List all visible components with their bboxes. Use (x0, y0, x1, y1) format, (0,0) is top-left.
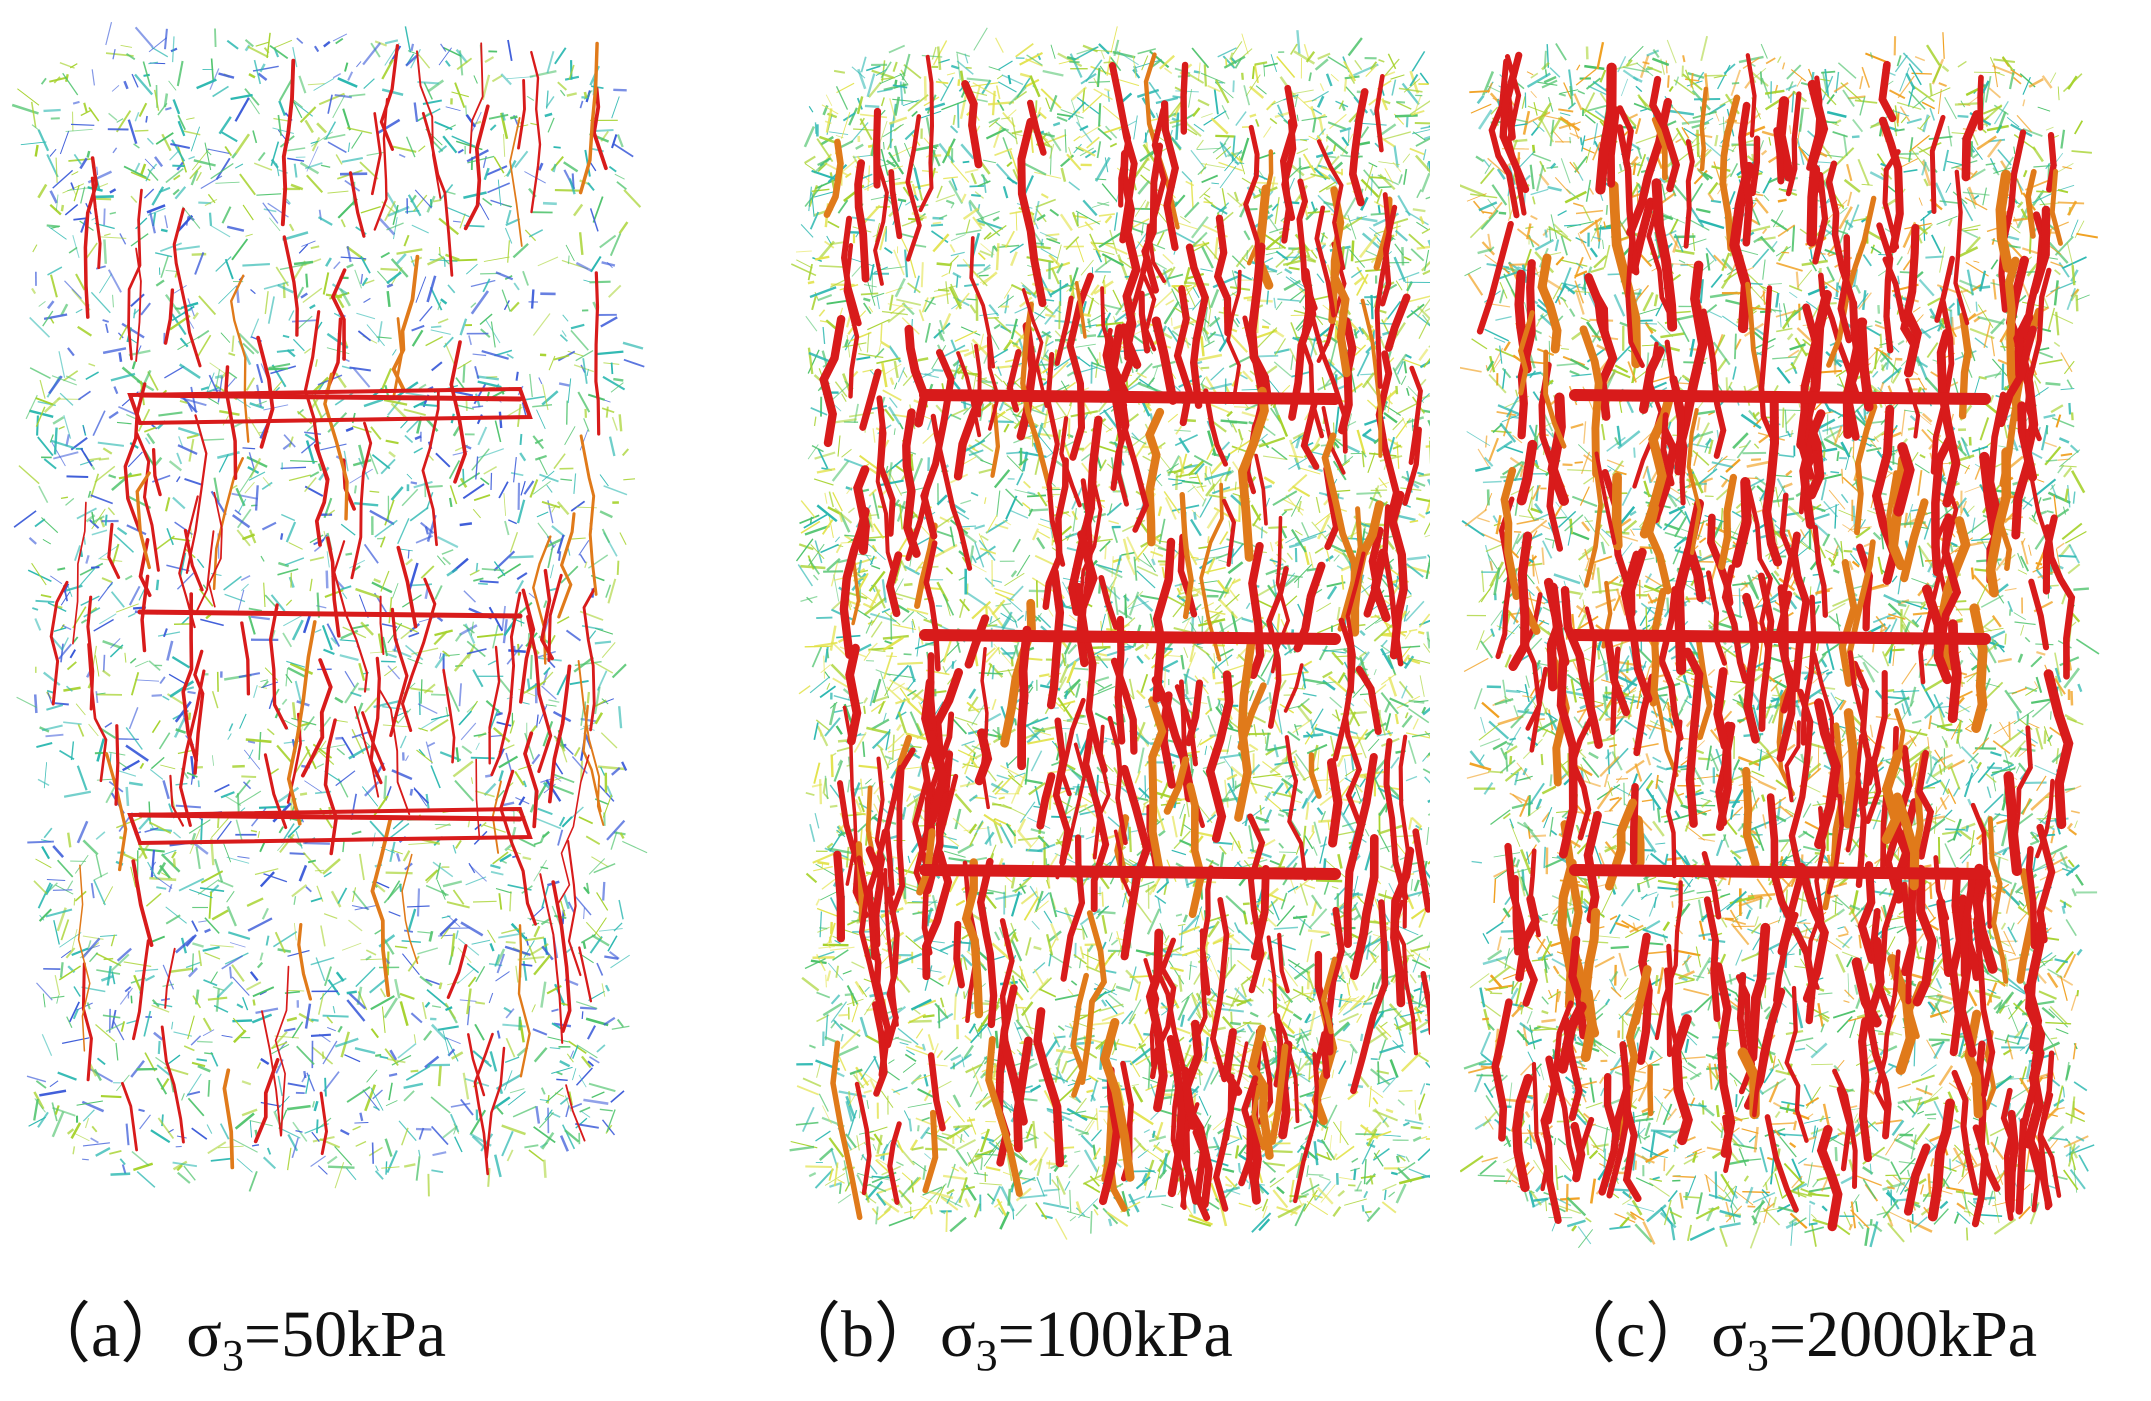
panel-b-force-network-image (730, 0, 1430, 1260)
panel-b-sigma: σ (940, 1298, 976, 1371)
panel-a-label: （a） (25, 1298, 186, 1371)
panel-b-sigma-subscript: 3 (976, 1331, 998, 1380)
panel-b-label: （b） (775, 1298, 940, 1371)
panel-c-condition: =2000kPa (1769, 1298, 2037, 1371)
panel-c-caption: （c）σ3=2000kPa (1550, 1290, 2037, 1380)
panel-a-force-network-image (0, 0, 700, 1260)
panel-c-force-network-image (1460, 0, 2150, 1260)
panel-a-sigma-subscript: 3 (222, 1331, 244, 1380)
panel-c-label: （c） (1550, 1298, 1711, 1371)
panel-c-sigma-subscript: 3 (1747, 1331, 1769, 1380)
panel-c-sigma: σ (1711, 1298, 1747, 1371)
panel-a-sigma: σ (186, 1298, 222, 1371)
panel-b-condition: =100kPa (998, 1298, 1233, 1371)
panel-a-caption: （a）σ3=50kPa (25, 1290, 446, 1380)
panel-a-condition: =50kPa (244, 1298, 446, 1371)
panel-b-caption: （b）σ3=100kPa (775, 1290, 1233, 1380)
